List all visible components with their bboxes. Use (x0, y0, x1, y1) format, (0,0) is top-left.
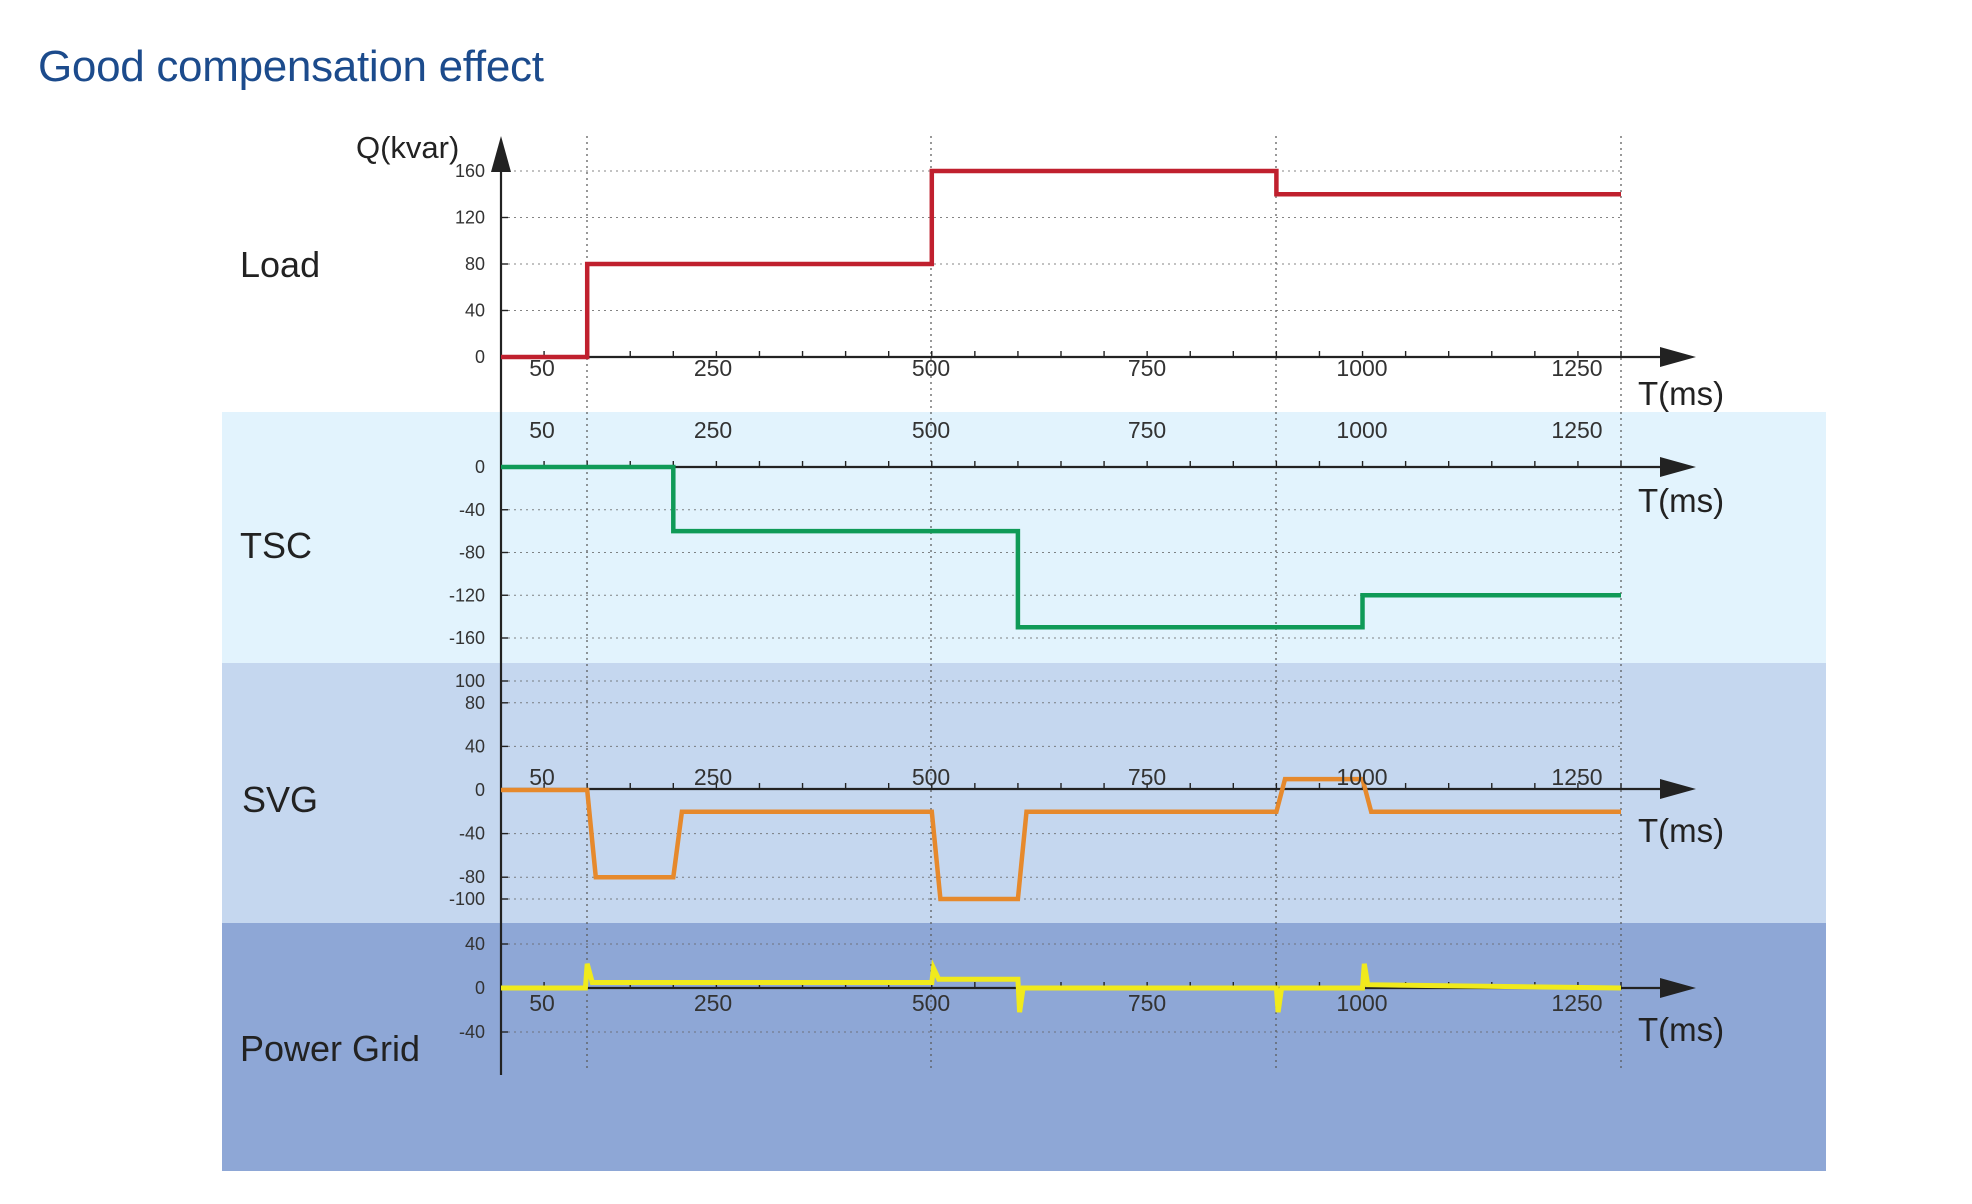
x-tick-label: 250 (694, 355, 732, 381)
x-tick-label: 1000 (1336, 764, 1387, 790)
y-tick-label: -80 (459, 543, 485, 563)
x-tick-label: 50 (529, 355, 555, 381)
panel-band-2 (222, 412, 1826, 663)
y-axis-arrow (491, 136, 511, 172)
panel-band-4 (222, 923, 1826, 1171)
x-tick-label: 250 (694, 417, 732, 443)
series-line-tsc (501, 464, 1621, 630)
x-axis-title-2: T(ms) (1638, 482, 1724, 519)
x-axis-arrow-4 (1660, 978, 1696, 998)
x-tick-label: 750 (1128, 990, 1166, 1016)
y-axis-title: Q(kvar) (356, 130, 459, 165)
x-tick-label: 1000 (1336, 417, 1387, 443)
row-label-4: Power Grid (240, 1028, 420, 1069)
x-tick-label: 1250 (1551, 417, 1602, 443)
x-tick-label: 1000 (1336, 990, 1387, 1016)
y-tick-label: 0 (475, 347, 485, 367)
x-tick-label: 500 (912, 990, 950, 1016)
x-tick-label: 750 (1128, 764, 1166, 790)
row-label-2: TSC (240, 525, 312, 566)
x-axis-title-3: T(ms) (1638, 812, 1724, 849)
panel-band-3 (222, 663, 1826, 923)
y-tick-label: 0 (475, 457, 485, 477)
y-tick-label: 80 (465, 254, 485, 274)
x-tick-label: 750 (1128, 417, 1166, 443)
x-axis-title-1: T(ms) (1638, 375, 1724, 412)
x-tick-label: 250 (694, 764, 732, 790)
y-tick-label: -40 (459, 1022, 485, 1042)
y-tick-label: 0 (475, 978, 485, 998)
x-tick-label: 750 (1128, 355, 1166, 381)
y-tick-label: -100 (449, 889, 485, 909)
x-tick-label: 500 (912, 764, 950, 790)
y-tick-label: 100 (455, 671, 485, 691)
page-title: Good compensation effect (38, 42, 544, 91)
x-tick-label: 1250 (1551, 990, 1602, 1016)
x-tick-label: 50 (529, 417, 555, 443)
y-tick-label: -40 (459, 500, 485, 520)
panel-bands (222, 412, 1826, 1171)
y-tick-label: 40 (465, 934, 485, 954)
x-tick-label: 1250 (1551, 355, 1602, 381)
series-line-svg (501, 776, 1621, 902)
series-lines (501, 168, 1622, 1013)
y-tick-label: 120 (455, 208, 485, 228)
x-tick-label: 250 (694, 990, 732, 1016)
row-label-1: Load (240, 244, 320, 285)
y-tick-label: 80 (465, 693, 485, 713)
y-tick-label: -120 (449, 585, 485, 605)
series-line-power-grid (501, 959, 1622, 1013)
x-tick-label: 1250 (1551, 764, 1602, 790)
y-tick-label: 40 (465, 736, 485, 756)
x-axis-title-4: T(ms) (1638, 1011, 1724, 1048)
x-axis-arrow-3 (1660, 779, 1696, 799)
y-tick-label: 40 (465, 301, 485, 321)
row-label-3: SVG (242, 779, 318, 820)
x-tick-label: 500 (912, 417, 950, 443)
y-tick-label: 160 (455, 161, 485, 181)
x-axis-arrow-1 (1660, 347, 1696, 367)
x-tick-label: 50 (529, 990, 555, 1016)
y-tick-label: -160 (449, 628, 485, 648)
x-axis-arrow-2 (1660, 457, 1696, 477)
y-tick-label: 0 (475, 780, 485, 800)
x-tick-label: 50 (529, 764, 555, 790)
x-tick-label: 500 (912, 355, 950, 381)
x-tick-label: 1000 (1336, 355, 1387, 381)
series-line-load (501, 168, 1621, 360)
y-tick-label: -80 (459, 867, 485, 887)
y-tick-label: -40 (459, 824, 485, 844)
